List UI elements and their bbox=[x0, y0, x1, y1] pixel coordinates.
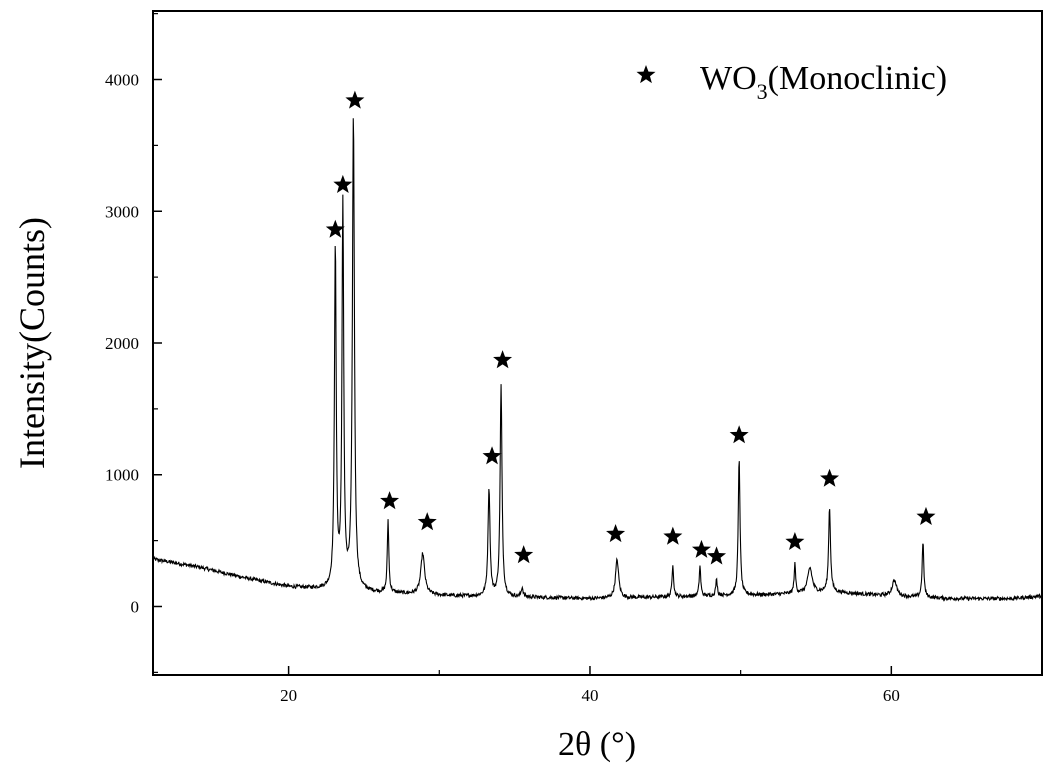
peak-star-marker bbox=[493, 350, 512, 368]
peak-star-marker bbox=[418, 512, 437, 530]
xrd-series-line bbox=[153, 118, 1042, 600]
peak-star-marker bbox=[514, 545, 533, 563]
peak-star-marker bbox=[916, 507, 935, 525]
legend-label: WO3(Monoclinic) bbox=[700, 60, 947, 104]
legend: WO3(Monoclinic) bbox=[636, 60, 947, 104]
peak-star-marker bbox=[326, 220, 345, 238]
peak-star-marker bbox=[606, 524, 625, 542]
peak-star-marker bbox=[380, 491, 399, 509]
xrd-chart: 20 40 60 0 1000 2000 3000 4000 Intensity(Counts… bbox=[0, 0, 1053, 780]
axis-ticks: 20 40 60 0 1000 2000 3000 4000 bbox=[105, 14, 1042, 705]
peak-star-marker bbox=[692, 540, 711, 558]
y-axis-title: Intensity(Counts) bbox=[12, 217, 52, 469]
x-tick-label: 20 bbox=[280, 686, 297, 705]
peak-star-marker bbox=[785, 532, 804, 550]
y-tick-label: 0 bbox=[131, 597, 140, 616]
peak-markers bbox=[326, 91, 936, 565]
x-tick-label: 40 bbox=[581, 686, 598, 705]
series-layer bbox=[153, 118, 1042, 600]
x-axis-title: 2θ (°) bbox=[558, 726, 636, 763]
plot-frame bbox=[153, 11, 1042, 675]
peak-star-marker bbox=[663, 527, 682, 545]
y-tick-label: 1000 bbox=[105, 466, 139, 485]
legend-subscript: 3 bbox=[757, 79, 768, 104]
peak-star-marker bbox=[483, 446, 502, 464]
legend-star-icon bbox=[636, 65, 655, 83]
y-tick-label: 3000 bbox=[105, 202, 139, 221]
x-tick-label: 60 bbox=[883, 686, 900, 705]
y-tick-label: 4000 bbox=[105, 71, 139, 90]
peak-star-marker bbox=[333, 175, 352, 193]
peak-star-marker bbox=[820, 469, 839, 487]
y-tick-label: 2000 bbox=[105, 334, 139, 353]
peak-star-marker bbox=[707, 546, 726, 564]
peak-star-marker bbox=[345, 91, 364, 109]
peak-star-marker bbox=[730, 425, 749, 443]
